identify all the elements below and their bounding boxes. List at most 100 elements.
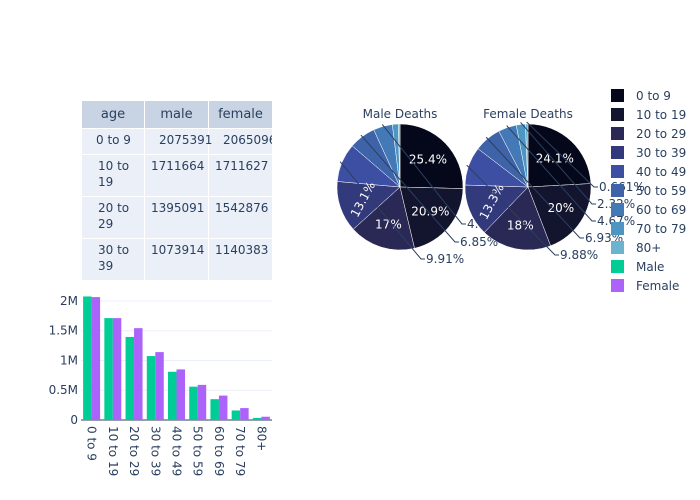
pie-slice-label: 24.1% [536,152,574,166]
legend-swatch[interactable] [611,165,624,178]
bar-male[interactable] [189,386,198,420]
legend-swatch[interactable] [611,146,624,159]
x-tick-label: 0 to 9 [85,426,99,461]
pie-label-leader [506,125,596,222]
x-tick-label: 60 to 69 [212,426,226,476]
legend-swatch[interactable] [611,108,624,121]
x-tick-label: 10 to 19 [106,426,120,476]
legend-swatch[interactable] [611,260,624,273]
x-tick-label: 20 to 29 [127,426,141,476]
table-cell-male: 2075391 [144,128,212,155]
pie-label-leader [526,121,598,188]
legend-swatch[interactable] [611,241,624,254]
pie-slice[interactable] [527,123,592,188]
legend-swatch[interactable] [611,222,624,235]
legend-label: 20 to 29 [636,127,686,141]
table-cell-female: 1542876 [208,196,272,239]
y-tick-label: 1M [60,353,78,367]
page-title: UK - 2019 Plotly Age Demographic [40,34,335,54]
x-tick-label: 30 to 39 [148,426,162,476]
table-cell-male: 1073914 [144,238,209,281]
pie-slice-label: 6.85% [460,235,498,249]
pie-chart: Male Deaths25.4%20.9%17%13.1%9.91%6.85%4… [336,107,498,266]
pie-slice-label: 9.91% [426,252,464,266]
table-row: 20 to 29 1395091 1542876 [81,196,272,239]
y-tick-label: 2M [60,294,78,308]
x-tick-label: 80+ [254,426,268,451]
bar-female[interactable] [155,352,164,420]
legend-label: 70 to 79 [636,222,686,236]
table-cell-age: 20 to 29 [81,196,145,239]
legend-swatch[interactable] [611,279,624,292]
bar-female[interactable] [176,369,185,420]
y-tick-label: 0.5M [49,383,78,397]
table-cell-male: 1395091 [144,196,209,239]
bar-male[interactable] [210,399,219,420]
pie-title: Female Deaths [483,107,573,121]
data-table[interactable]: age male female 0 to 9 2075391 2065096 1… [81,100,272,300]
legend-label: Male [636,260,664,274]
legend-swatch[interactable] [611,203,624,216]
legend-label: 0 to 9 [636,89,671,103]
pie-slice-label: 18% [507,218,534,232]
bar-female[interactable] [218,395,228,420]
legend[interactable]: 0 to 9 10 to 19 20 to 29 30 to 39 40 to 49 50… [611,89,686,293]
pie-label-leader [381,124,466,225]
bar-female[interactable] [261,416,270,420]
pie-slice[interactable] [352,186,415,251]
x-tick-label: 40 to 49 [170,426,184,476]
bar-male[interactable] [252,417,262,420]
pie-chart: Female Deaths24.1%20%18%13.3%9.88%6.93%4… [464,107,645,262]
pie-label-leader [485,136,584,239]
pie-slice-label: 9.88% [560,248,598,262]
pie-slice[interactable] [398,123,401,188]
bar-male[interactable] [168,371,177,420]
legend-swatch[interactable] [611,89,624,102]
legend-swatch[interactable] [611,184,624,197]
pie-slice-label: 25.4% [409,153,447,167]
bar-female[interactable] [91,297,101,420]
pie-slice[interactable] [399,186,464,249]
pie-slice-label: 20.9% [411,205,449,219]
table-header-row: age male female [81,100,272,129]
bar-male[interactable] [231,410,241,420]
table-cell-female: 1711627 [208,154,272,197]
table-cell-age: 30 to 39 [81,238,145,281]
x-tick-label: 50 to 59 [191,426,205,476]
pie-slice-label: 4.67% [597,214,635,228]
legend-label: 10 to 19 [636,108,686,122]
pie-slice[interactable] [399,123,464,189]
bar-female[interactable] [240,408,249,420]
table-header-female: female [208,100,272,129]
x-tick-label: 70 to 79 [233,426,247,476]
pie-label-leader [466,164,559,256]
table-row: 30 to 39 1073914 1140383 [81,238,272,281]
bar-male[interactable] [104,318,113,420]
legend-swatch[interactable] [611,127,624,140]
legend-label: Female [636,279,679,293]
table-header-male: male [144,100,209,129]
legend-label: 50 to 59 [636,184,686,198]
table-row: 10 to 19 1711664 1711627 [81,154,272,197]
pie-label-leader [339,161,425,260]
legend-label: 80+ [636,241,661,255]
y-tick-label: 1.5M [49,324,78,338]
table-cell-age: 10 to 19 [81,154,145,197]
pie-label-leader [520,122,596,205]
legend-label: 40 to 49 [636,165,686,179]
bar-female[interactable] [134,328,143,420]
bar-male[interactable] [125,336,135,420]
legend-label: 30 to 39 [636,146,686,160]
pie-title: Male Deaths [363,107,438,121]
bar-female[interactable] [197,384,207,420]
bar-male[interactable] [146,356,156,420]
bar-male[interactable] [83,296,92,420]
bar-chart: 0 0.5M 1M 1.5M 2M 0 to 9 10 to 19 20 to 29 30 to… [49,294,272,476]
bar-female[interactable] [112,318,122,420]
y-tick-label: 0 [70,413,78,427]
legend-label: 60 to 69 [636,203,686,217]
pie-label-leader [360,134,459,243]
pie-slice-label: 20% [547,201,574,215]
table-cell-female: 1140383 [208,238,272,281]
